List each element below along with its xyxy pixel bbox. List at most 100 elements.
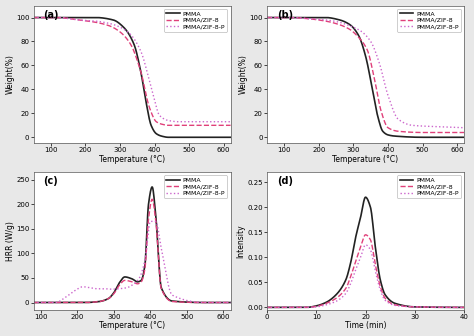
Text: (d): (d) [277,176,293,186]
X-axis label: Temperature (°C): Temperature (°C) [99,155,165,164]
PMMA [457,135,463,139]
PMMA/ZIF-8-P [461,305,467,309]
PMMA/ZIF-8-P [264,305,270,309]
PMMA/ZIF-8-P [426,124,431,128]
PMMA/ZIF-8 [124,279,130,283]
Line: PMMA: PMMA [267,17,464,137]
Line: PMMA/ZIF-8: PMMA/ZIF-8 [267,17,464,132]
PMMA/ZIF-8 [148,201,154,205]
PMMA/ZIF-8 [264,15,270,19]
PMMA [124,275,130,279]
PMMA/ZIF-8 [426,130,432,134]
PMMA/ZIF-8-P [31,15,36,19]
Legend: PMMA, PMMA/ZIF-8, PMMA/ZIF-8-P: PMMA, PMMA/ZIF-8, PMMA/ZIF-8-P [164,9,228,32]
PMMA [382,131,387,135]
PMMA/ZIF-8 [223,300,229,304]
PMMA [264,15,270,19]
PMMA/ZIF-8-P [137,48,143,52]
PMMA [359,210,365,214]
PMMA/ZIF-8-P [359,252,365,256]
PMMA/ZIF-8-P [148,219,154,223]
PMMA/ZIF-8 [457,130,463,134]
PMMA [126,31,131,35]
PMMA/ZIF-8 [228,300,233,304]
PMMA/ZIF-8-P [371,263,377,267]
PMMA [31,15,36,19]
PMMA/ZIF-8 [461,305,467,309]
PMMA/ZIF-8 [166,123,172,127]
Legend: PMMA, PMMA/ZIF-8, PMMA/ZIF-8-P: PMMA, PMMA/ZIF-8, PMMA/ZIF-8-P [164,175,228,198]
PMMA/ZIF-8-P [126,285,131,289]
PMMA/ZIF-8 [149,197,155,201]
PMMA/ZIF-8-P [176,120,182,124]
PMMA/ZIF-8 [358,38,364,42]
PMMA [228,300,233,304]
PMMA [124,30,130,34]
X-axis label: Time (min): Time (min) [345,322,386,330]
PMMA/ZIF-8-P [223,120,229,124]
Line: PMMA/ZIF-8-P: PMMA/ZIF-8-P [34,221,230,302]
Y-axis label: HRR (W/g): HRR (W/g) [6,221,15,261]
X-axis label: Temperature (°C): Temperature (°C) [99,322,165,330]
PMMA [371,234,377,238]
PMMA/ZIF-8-P [457,305,463,309]
PMMA [192,300,198,304]
PMMA/ZIF-8 [124,37,130,41]
X-axis label: Temperature (°C): Temperature (°C) [332,155,399,164]
Line: PMMA: PMMA [34,17,230,137]
PMMA/ZIF-8 [223,123,229,127]
PMMA/ZIF-8 [137,281,143,285]
PMMA [223,135,229,139]
PMMA/ZIF-8 [359,39,365,43]
Y-axis label: Intensity: Intensity [237,224,246,258]
Text: (c): (c) [44,176,58,186]
PMMA [148,123,154,127]
PMMA/ZIF-8 [148,109,154,113]
PMMA [358,38,364,42]
Text: (b): (b) [277,10,293,20]
PMMA [426,305,432,309]
PMMA/ZIF-8 [382,296,388,300]
PMMA/ZIF-8 [192,123,198,127]
Y-axis label: Weight(%): Weight(%) [6,54,15,94]
PMMA/ZIF-8-P [426,305,432,309]
PMMA/ZIF-8 [126,39,131,43]
PMMA/ZIF-8-P [126,31,131,35]
PMMA/ZIF-8 [426,305,432,309]
PMMA [461,135,467,139]
PMMA/ZIF-8-P [124,286,130,290]
Legend: PMMA, PMMA/ZIF-8, PMMA/ZIF-8-P: PMMA, PMMA/ZIF-8, PMMA/ZIF-8-P [397,9,461,32]
PMMA [363,195,369,199]
PMMA [457,305,463,309]
PMMA [166,135,172,139]
PMMA [192,135,198,139]
PMMA/ZIF-8 [137,68,143,72]
Line: PMMA/ZIF-8: PMMA/ZIF-8 [267,235,464,307]
PMMA/ZIF-8-P [147,219,153,223]
Line: PMMA/ZIF-8: PMMA/ZIF-8 [34,199,230,302]
Line: PMMA: PMMA [267,197,464,307]
PMMA/ZIF-8 [419,130,425,134]
PMMA/ZIF-8-P [148,84,154,88]
PMMA [149,185,155,189]
PMMA/ZIF-8-P [223,300,229,304]
PMMA/ZIF-8 [264,305,270,309]
Line: PMMA/ZIF-8: PMMA/ZIF-8 [34,17,230,125]
PMMA [228,135,233,139]
PMMA/ZIF-8-P [192,300,198,304]
PMMA/ZIF-8-P [358,255,364,259]
PMMA/ZIF-8 [126,279,131,283]
PMMA/ZIF-8-P [461,126,467,130]
PMMA/ZIF-8-P [382,80,387,84]
PMMA [137,67,143,71]
PMMA [358,215,364,219]
PMMA/ZIF-8 [382,119,387,123]
Line: PMMA: PMMA [34,187,230,302]
PMMA/ZIF-8 [358,245,364,249]
PMMA/ZIF-8-P [363,243,369,247]
Y-axis label: Weight(%): Weight(%) [239,54,248,94]
PMMA/ZIF-8-P [228,300,233,304]
PMMA [426,135,432,139]
PMMA [148,188,154,192]
PMMA/ZIF-8-P [137,275,143,279]
